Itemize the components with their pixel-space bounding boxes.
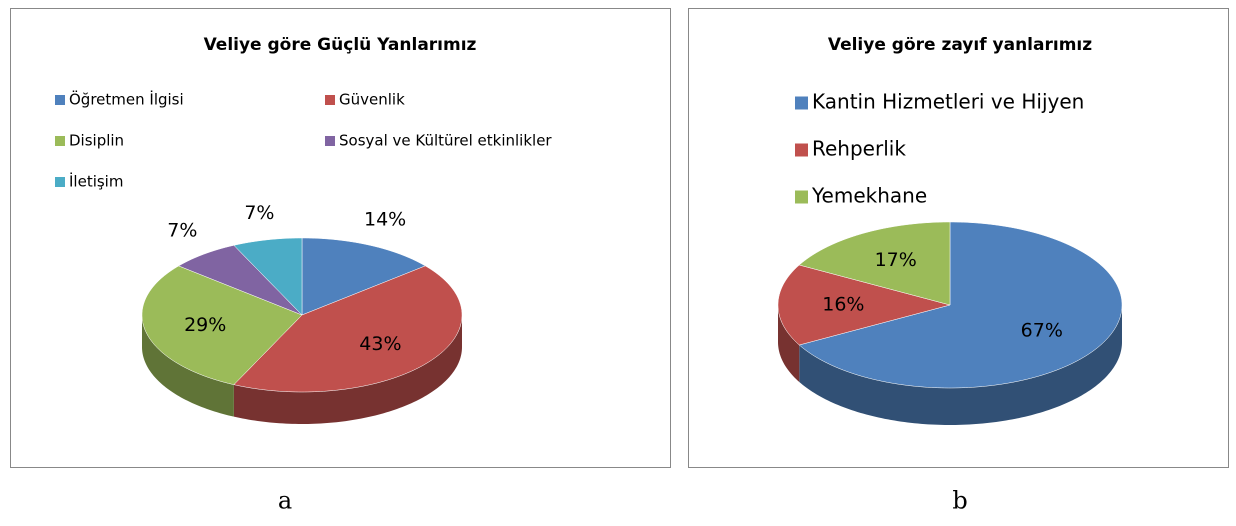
data-label: 43% [359, 333, 401, 355]
pie-slice [233, 265, 463, 393]
legend-swatch [55, 177, 65, 187]
legend-label: Yemekhane [811, 184, 927, 208]
pie-slice-side [233, 315, 462, 424]
pie-slice-side [799, 305, 1122, 425]
data-label: 7% [244, 202, 274, 224]
legend-swatch [55, 95, 65, 105]
legend-swatch [795, 96, 808, 110]
legend-label: Rehperlik [812, 137, 906, 161]
legend-swatch [325, 136, 335, 146]
data-label: 16% [822, 294, 864, 316]
data-label: 17% [875, 249, 917, 271]
data-label: 67% [1021, 320, 1063, 342]
legend-label: Disiplin [69, 132, 124, 150]
data-label: 14% [364, 209, 406, 231]
caption: a [278, 487, 292, 515]
pie-slice [141, 265, 303, 385]
pie-slice-side [778, 305, 800, 382]
legend-swatch [55, 136, 65, 146]
pie-slice-side [142, 315, 234, 417]
pie-slice [798, 221, 1123, 389]
pie-slice [233, 237, 303, 316]
legend-label: Kantin Hizmetleri ve Hijyen [812, 90, 1084, 114]
legend-swatch [795, 143, 808, 157]
pie-slice [301, 237, 426, 316]
legend-label: İletişim [69, 172, 123, 191]
legend-swatch [325, 95, 335, 105]
pie-slice [178, 245, 303, 316]
legend-label: Sosyal ve Kültürel etkinlikler [339, 132, 552, 150]
data-label: 29% [184, 314, 226, 336]
legend-label: Güvenlik [339, 91, 405, 109]
caption: b [952, 487, 967, 515]
chart-title: Veliye göre zayıf yanlarımız [828, 35, 1092, 55]
legend-label: Öğretmen İlgisi [69, 90, 184, 109]
data-label: 7% [167, 219, 197, 241]
chart-title: Veliye göre Güçlü Yanlarımız [204, 35, 477, 55]
pie-slice [777, 264, 951, 346]
legend-swatch [795, 190, 808, 204]
pie-slice [798, 221, 951, 306]
